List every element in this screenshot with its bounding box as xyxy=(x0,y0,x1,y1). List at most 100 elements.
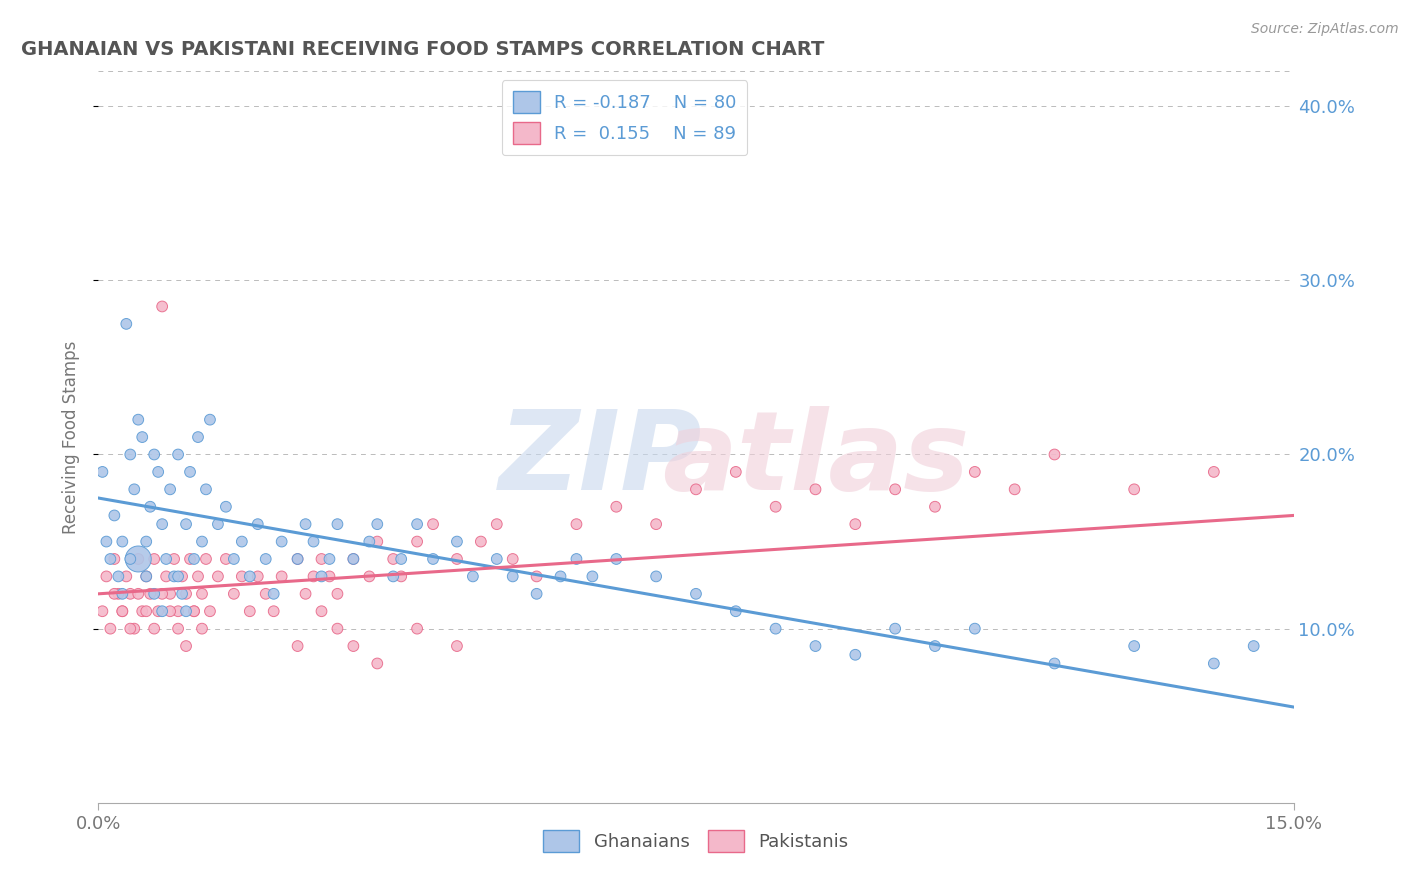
Point xyxy=(311,552,333,566)
Point xyxy=(127,587,149,601)
Point xyxy=(143,448,166,462)
Point xyxy=(470,534,492,549)
Point xyxy=(107,587,129,601)
Point xyxy=(115,317,138,331)
Point xyxy=(120,622,142,636)
Point xyxy=(765,622,787,636)
Point xyxy=(215,552,238,566)
Point xyxy=(120,587,142,601)
Point xyxy=(143,552,166,566)
Y-axis label: Receiving Food Stamps: Receiving Food Stamps xyxy=(62,341,80,533)
Point xyxy=(115,569,138,583)
Point xyxy=(581,569,603,583)
Point xyxy=(1043,448,1066,462)
Point xyxy=(96,534,118,549)
Point xyxy=(406,517,429,532)
Point xyxy=(239,604,262,618)
Point xyxy=(526,569,548,583)
Point xyxy=(191,622,214,636)
Point xyxy=(422,552,444,566)
Point xyxy=(127,552,149,566)
Point xyxy=(167,569,190,583)
Point xyxy=(135,604,157,618)
Point xyxy=(724,604,747,618)
Point xyxy=(222,552,245,566)
Point xyxy=(103,552,125,566)
Point xyxy=(270,534,292,549)
Point xyxy=(844,517,866,532)
Point xyxy=(124,622,146,636)
Point xyxy=(155,552,177,566)
Point xyxy=(139,500,162,514)
Point xyxy=(645,517,668,532)
Point xyxy=(198,412,221,426)
Point xyxy=(191,587,214,601)
Point xyxy=(183,604,205,618)
Point xyxy=(342,552,364,566)
Point xyxy=(254,587,277,601)
Point xyxy=(844,648,866,662)
Point xyxy=(254,552,277,566)
Point xyxy=(174,604,197,618)
Point xyxy=(605,500,627,514)
Point xyxy=(963,622,986,636)
Point xyxy=(406,622,429,636)
Point xyxy=(765,500,787,514)
Point xyxy=(167,622,190,636)
Point xyxy=(326,587,349,601)
Point xyxy=(127,412,149,426)
Point xyxy=(163,569,186,583)
Point xyxy=(179,465,201,479)
Point xyxy=(389,552,412,566)
Point xyxy=(342,639,364,653)
Point xyxy=(150,587,173,601)
Point xyxy=(389,569,412,583)
Point xyxy=(302,534,325,549)
Point xyxy=(565,517,588,532)
Point xyxy=(246,569,269,583)
Point xyxy=(287,552,309,566)
Text: Source: ZipAtlas.com: Source: ZipAtlas.com xyxy=(1251,22,1399,37)
Point xyxy=(183,604,205,618)
Point xyxy=(526,587,548,601)
Point xyxy=(187,569,209,583)
Point xyxy=(502,552,524,566)
Point xyxy=(98,622,122,636)
Point xyxy=(565,552,588,566)
Point xyxy=(246,517,269,532)
Point xyxy=(143,587,166,601)
Point xyxy=(179,552,201,566)
Point xyxy=(294,517,316,532)
Point xyxy=(167,448,190,462)
Point xyxy=(172,587,194,601)
Point xyxy=(382,552,405,566)
Text: GHANAIAN VS PAKISTANI RECEIVING FOOD STAMPS CORRELATION CHART: GHANAIAN VS PAKISTANI RECEIVING FOOD STA… xyxy=(21,39,824,59)
Point xyxy=(485,552,508,566)
Point xyxy=(446,534,468,549)
Point xyxy=(884,622,907,636)
Point xyxy=(685,483,707,497)
Point xyxy=(91,604,114,618)
Point xyxy=(111,534,134,549)
Point xyxy=(326,622,349,636)
Point xyxy=(1202,465,1225,479)
Point xyxy=(963,465,986,479)
Point xyxy=(1202,657,1225,671)
Point xyxy=(198,604,221,618)
Point xyxy=(1243,639,1265,653)
Point xyxy=(359,569,381,583)
Point xyxy=(91,465,114,479)
Point xyxy=(120,448,142,462)
Point xyxy=(326,517,349,532)
Point xyxy=(231,534,253,549)
Point xyxy=(215,500,238,514)
Point xyxy=(148,604,170,618)
Point xyxy=(207,569,229,583)
Point xyxy=(183,552,205,566)
Text: ZIP: ZIP xyxy=(499,406,702,513)
Point xyxy=(239,569,262,583)
Point xyxy=(485,517,508,532)
Point xyxy=(446,552,468,566)
Point xyxy=(135,569,157,583)
Point xyxy=(111,587,134,601)
